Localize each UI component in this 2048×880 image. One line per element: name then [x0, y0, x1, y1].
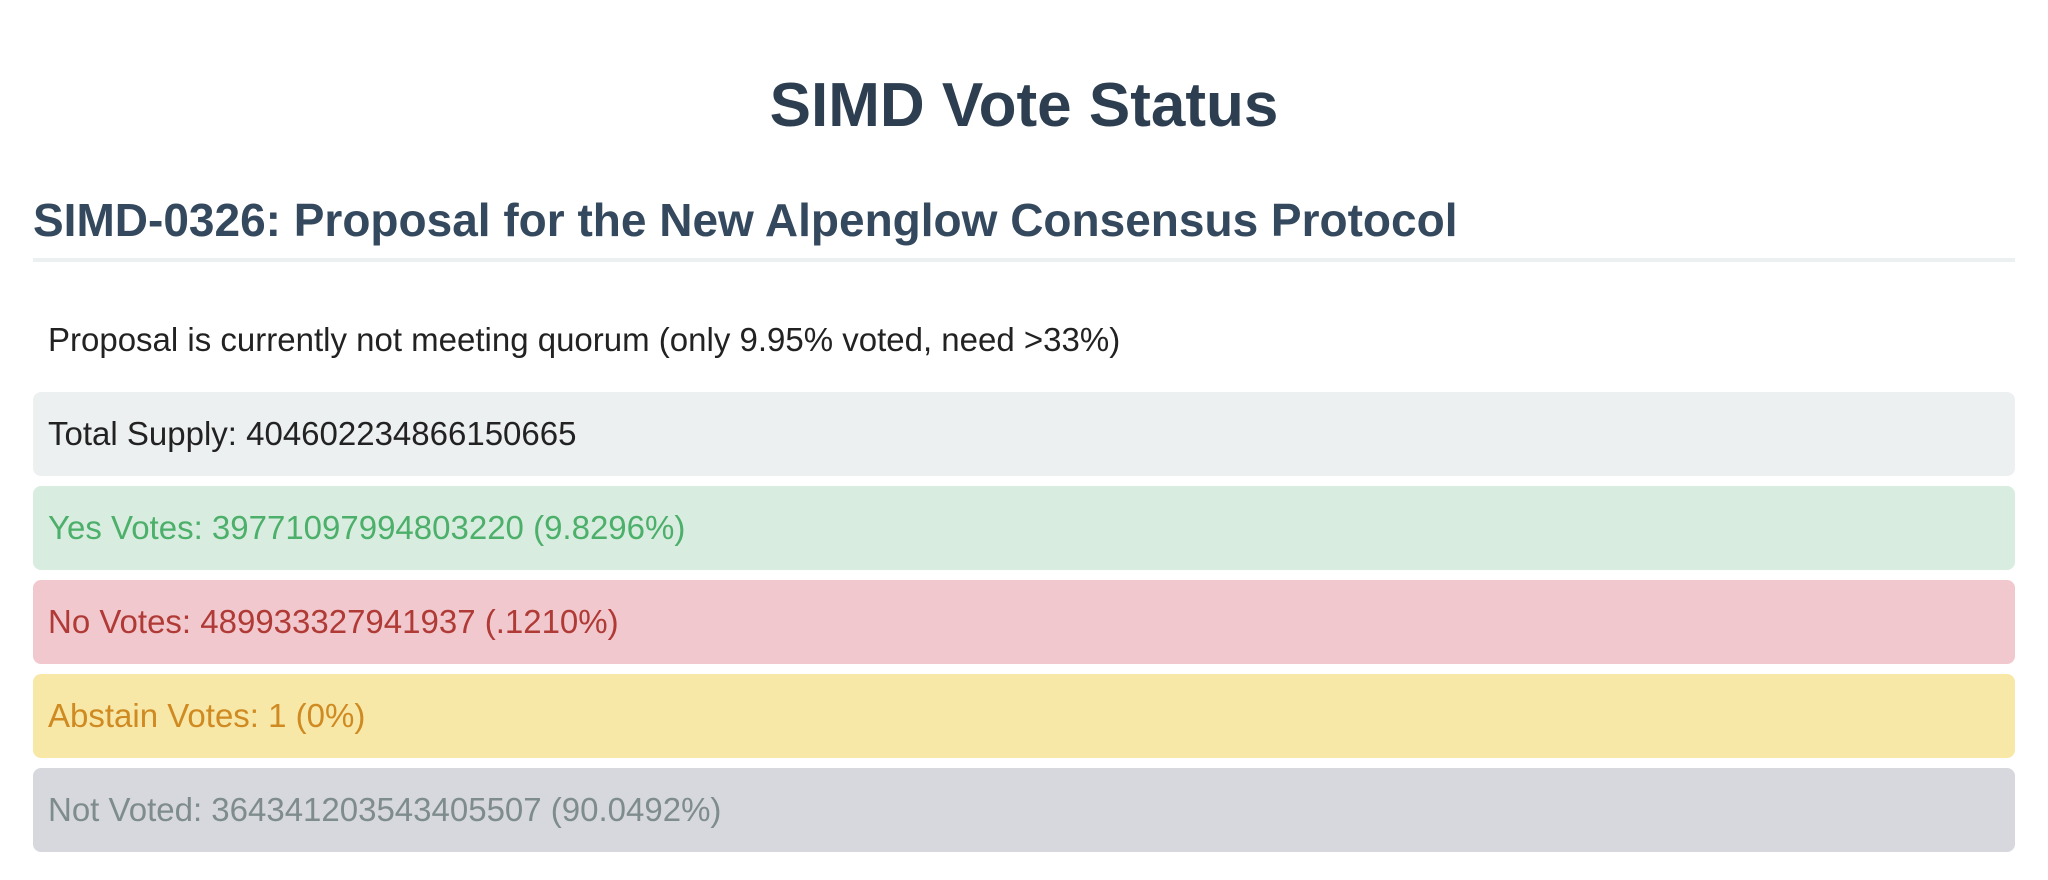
not-voted-row: Not Voted: 364341203543405507 (90.0492%) — [33, 768, 2015, 852]
abstain-votes-text: Abstain Votes: 1 (0%) — [48, 697, 366, 734]
yes-votes-row: Yes Votes: 39771097994803220 (9.8296%) — [33, 486, 2015, 570]
no-votes-text: No Votes: 489933327941937 (.1210%) — [48, 603, 619, 640]
total-supply-text: Total Supply: 404602234866150665 — [48, 415, 577, 452]
total-supply-row: Total Supply: 404602234866150665 — [33, 392, 2015, 476]
abstain-votes-row: Abstain Votes: 1 (0%) — [33, 674, 2015, 758]
page-title: SIMD Vote Status — [769, 71, 1279, 140]
no-votes-row: No Votes: 489933327941937 (.1210%) — [33, 580, 2015, 664]
vote-stats-list: Total Supply: 404602234866150665 Yes Vot… — [33, 392, 2015, 852]
proposal-title: SIMD-0326: Proposal for the New Alpenglo… — [33, 194, 2015, 262]
quorum-status-message: Proposal is currently not meeting quorum… — [48, 321, 1121, 358]
not-voted-text: Not Voted: 364341203543405507 (90.0492%) — [48, 791, 722, 828]
yes-votes-text: Yes Votes: 39771097994803220 (9.8296%) — [48, 509, 686, 546]
